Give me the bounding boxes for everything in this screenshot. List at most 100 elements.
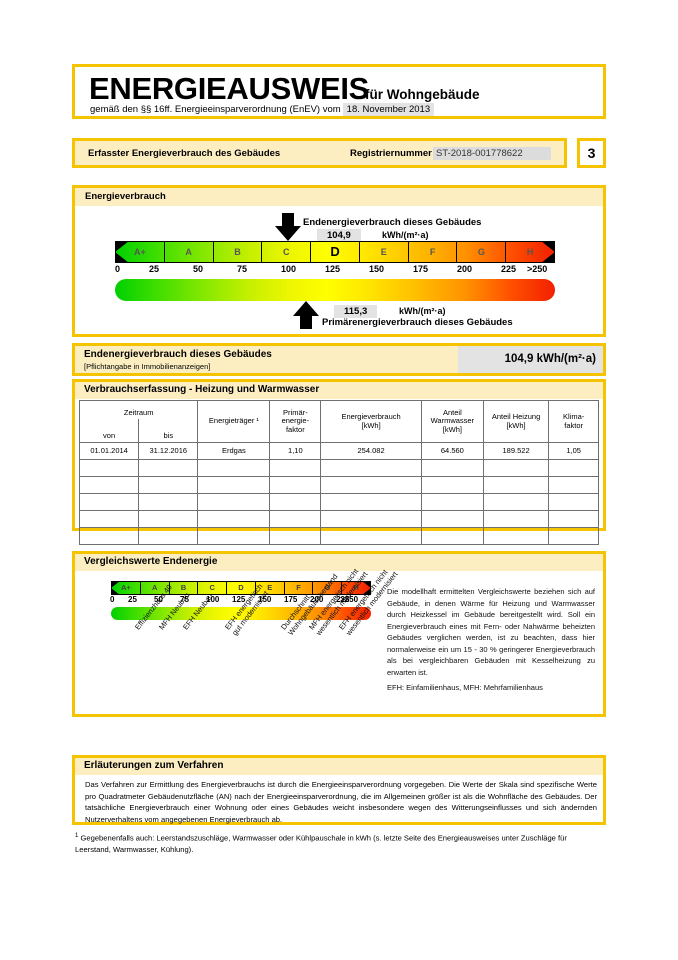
registration-number: ST-2018-001778622 [433,147,551,160]
table-header-primaerenergiefaktor: Primär-energie-faktor [269,400,322,443]
comparison-class-bar: A+ A B C D E F G H [111,581,371,595]
scale-tick-150: 150 [369,264,385,274]
comparison-tick-200: 200 [310,595,324,604]
energy-class-g: G [457,242,507,262]
consumption-table: Zeitraum Energieträger ¹ Primär-energie-… [78,400,599,545]
table-cell-energieverbrauch [320,527,422,545]
explanation-text: Das Verfahren zur Ermittlung des Energie… [85,780,597,824]
legal-basis-date: 18. November 2013 [342,103,435,116]
table-header-energieverbrauch: Energieverbrauch [kWh] [320,400,422,443]
energy-class-scale: A+ A B C D E F G H [115,241,555,263]
scale-corner-wedge-icon [115,252,129,263]
table-row[interactable] [78,459,599,477]
table-cell-energieverbrauch [320,510,422,528]
scale-tick-200: 200 [457,264,473,274]
end-energy-unit: kWh/(m²·a) [382,230,429,240]
table-cell-energietraeger: Erdgas [197,442,271,460]
table-cell-bis [138,527,199,545]
table-cell-klimafaktor: 1,05 [548,442,599,460]
table-cell-energietraeger [197,459,271,477]
energy-class-f: F [409,242,458,262]
comparison-class-e: E [256,582,285,594]
table-cell-anteil-heizung [482,527,550,545]
table-cell-energieverbrauch [320,476,422,494]
comparison-scale-ticks: 0 25 50 75 100 125 150 175 200 225 >250 [110,595,371,607]
scale-corner-wedge-icon [362,581,371,588]
table-cell-anteil-warmwasser [420,459,484,477]
energy-class-d: D [311,242,360,262]
scale-corner-wedge-icon [111,581,120,588]
page-number-box: 3 [577,138,606,168]
comparison-gradient-bar [111,607,371,620]
table-cell-anteil-heizung [482,510,550,528]
table-header-bis: bis [138,419,199,443]
scale-tick-75: 75 [237,264,248,274]
explanation-title: Erläuterungen zum Verfahren [84,760,224,771]
table-row[interactable] [78,510,599,528]
energy-gradient-bar [115,279,555,301]
table-cell-energieverbrauch: 254.082 [320,442,422,460]
end-energy-caption: Endenergieverbrauch dieses Gebäudes [303,217,482,228]
energy-class-b: B [214,242,263,262]
energy-class-h: H [526,247,534,257]
comparison-class-g: G [313,582,343,594]
table-header-row-1: Zeitraum Energieträger ¹ Primär-energie-… [78,400,599,443]
scale-tick-50: 50 [193,264,204,274]
comparison-class-d: D [227,582,256,594]
section-title-energieverbrauch: Energieverbrauch [85,191,166,202]
comparison-title-band [75,554,603,571]
table-header-row-2: von bis [78,419,599,443]
comparison-class-aplus: A+ [112,582,141,594]
table-row[interactable]: 01.01.2014 31.12.2016 Erdgas 1,10 254.082 64.… [78,442,599,460]
comparison-tick-175: 175 [284,595,298,604]
table-cell-primaerenergiefaktor [269,493,322,511]
comparison-tick-125: 125 [232,595,246,604]
scale-corner-wedge-icon [111,588,120,595]
table-cell-klimafaktor [548,510,599,528]
scale-tick-175: 175 [413,264,429,274]
energy-class-c: C [262,242,312,262]
comparison-explanation-text: Die modellhaft ermittelten Vergleichswer… [387,587,595,677]
footnote-marker: 1 [75,833,79,839]
table-cell-anteil-heizung [482,493,550,511]
table-cell-primaerenergiefaktor [269,510,322,528]
page-title: ENERGIEAUSWEIS [89,71,370,106]
comparison-tick-gt250: >250 [340,595,359,604]
table-cell-anteil-warmwasser [420,510,484,528]
table-cell-bis: 31.12.2016 [138,442,199,460]
comparison-tick-0: 0 [110,595,115,604]
scale-tick-0: 0 [115,264,121,274]
table-cell-primaerenergiefaktor [269,476,322,494]
comparison-tick-50: 50 [154,595,163,604]
table-header-zeitraum: Zeitraum [78,400,199,419]
comparison-tick-75: 75 [180,595,189,604]
table-cell-von [78,493,140,511]
comparison-tick-25: 25 [128,595,137,604]
table-cell-klimafaktor [548,476,599,494]
summary-value: 104,9 kWh/(m²·a) [504,353,596,365]
end-energy-value: 104,9 [317,229,361,242]
certificate-type-band: Erfasster Energieverbrauch des Gebäudes … [72,138,567,168]
energy-class-e: E [360,242,409,262]
energy-consumption-section: Energieverbrauch Endenergieverbrauch die… [72,185,606,337]
section-title-band [75,188,603,206]
table-header-anteil-warmwasser: Anteil Warmwasser [kWh] [420,400,484,443]
summary-title: Endenergieverbrauch dieses Gebäudes [84,349,272,360]
comparison-class-h: H [353,583,359,592]
comparison-tick-100: 100 [206,595,220,604]
comparison-tick-150: 150 [258,595,272,604]
comparison-class-a: A [141,582,170,594]
table-row[interactable] [78,493,599,511]
energy-scale-ticks: 0 25 50 75 100 125 150 175 200 225 >250 [115,264,555,278]
table-row[interactable] [78,476,599,494]
table-cell-energietraeger [197,510,271,528]
table-cell-von: 01.01.2014 [78,442,140,460]
table-cell-bis [138,493,199,511]
table-cell-bis [138,510,199,528]
scale-corner-wedge-icon [541,252,555,263]
primary-energy-caption: Primärenergieverbrauch dieses Gebäudes [322,317,513,328]
table-row[interactable] [78,527,599,545]
comparison-class-c: C [198,582,228,594]
table-cell-anteil-heizung [482,459,550,477]
